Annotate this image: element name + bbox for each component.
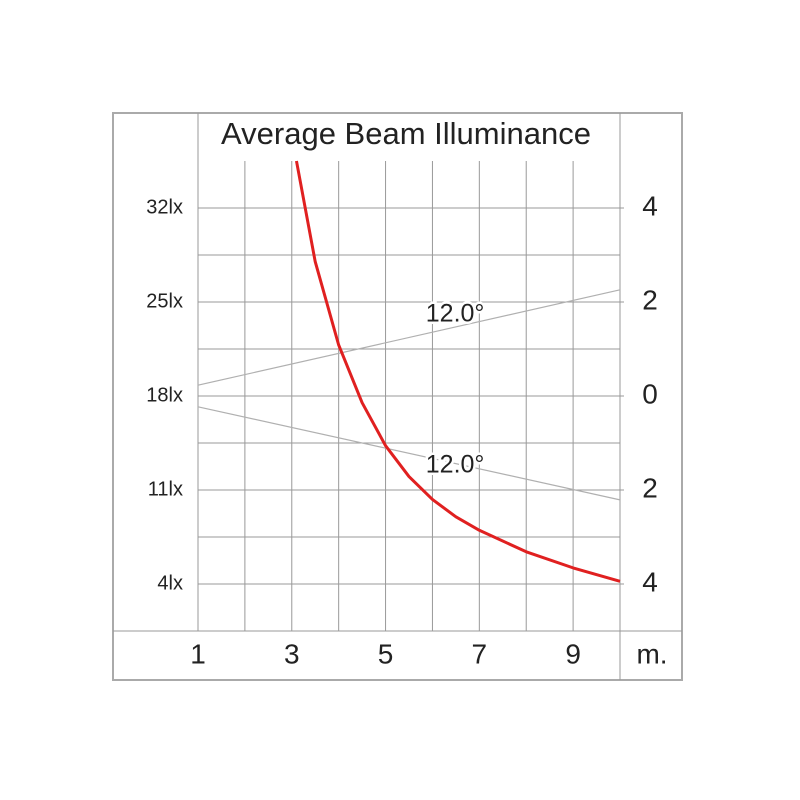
x-unit-label: m. [636,638,667,669]
beam-line [197,406,621,501]
illuminance-curve [294,160,621,583]
y-tick-label: 32lx [146,196,183,218]
chart-title: Average Beam Illuminance [221,116,591,151]
x-tick-label: 9 [565,638,581,669]
y-tick-label: 4lx [157,572,183,594]
frame [112,112,683,681]
y2-tick-label: 0 [642,378,658,409]
x-tick-label: 3 [284,638,300,669]
y2-tick-label: 4 [642,190,658,221]
x-tick-label: 1 [190,638,206,669]
y2-tick-label: 4 [642,566,658,597]
y-tick-label: 18lx [146,384,183,406]
x-tick-label: 5 [378,638,394,669]
beam-angle-label: 12.0° [426,299,485,327]
y2-tick-label: 2 [642,472,658,503]
y-tick-label: 25lx [146,290,183,312]
x-tick-label: 7 [472,638,488,669]
beam-angle-label: 12.0° [426,451,485,479]
beam-line [197,289,621,386]
y-tick-label: 11lx [148,478,183,500]
y2-tick-label: 2 [642,284,658,315]
